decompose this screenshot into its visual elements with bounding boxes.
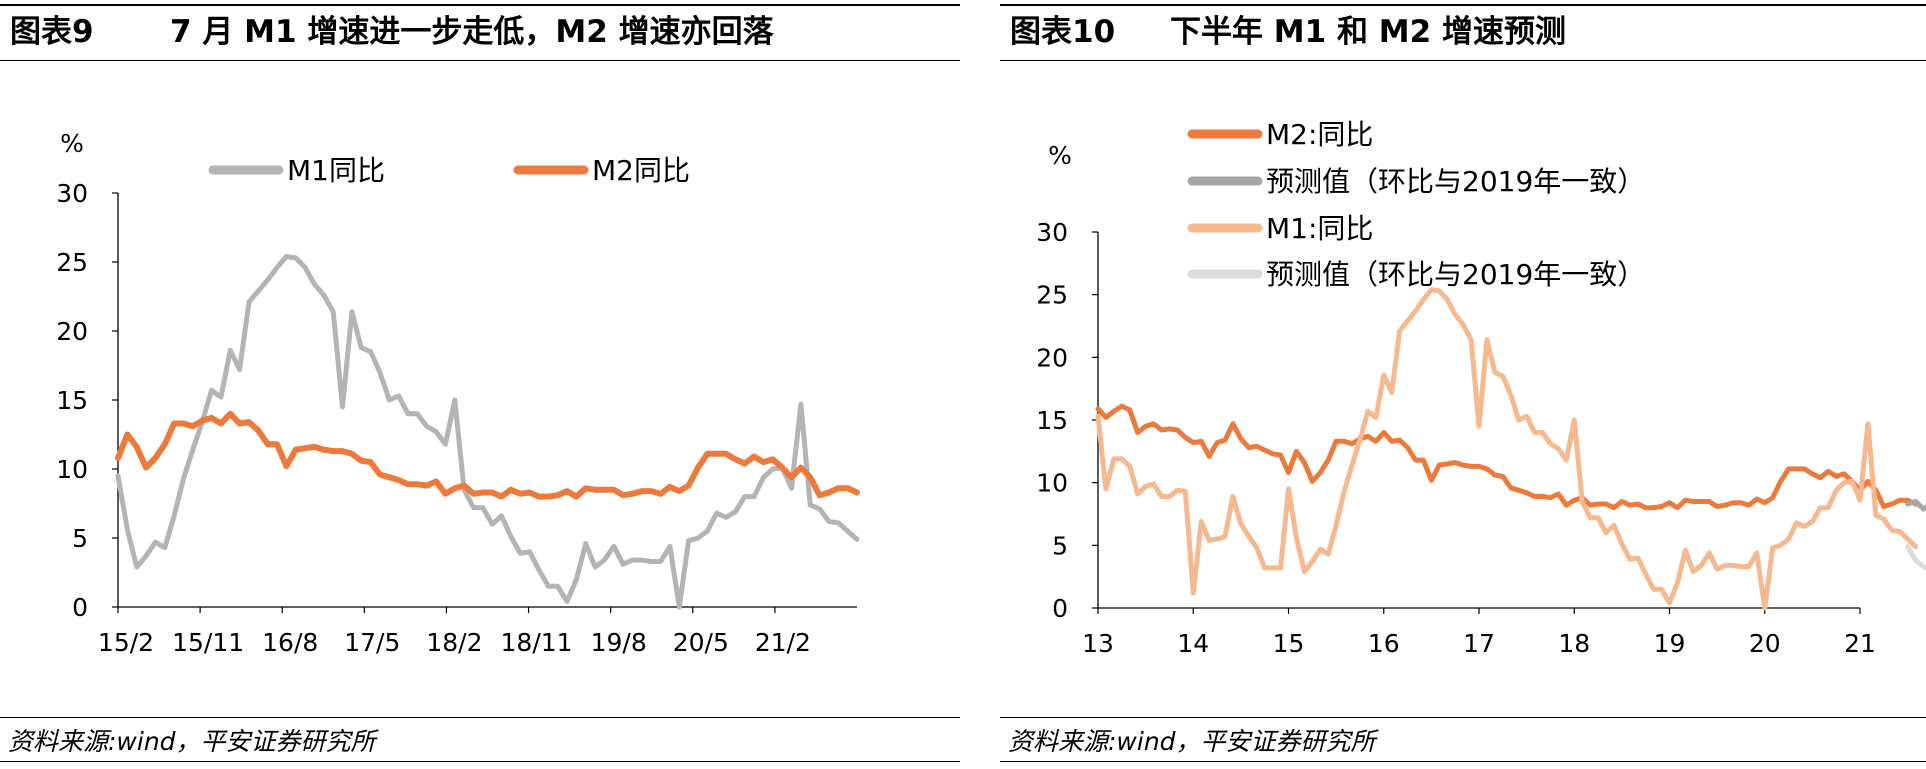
x-tick-label: 19 [1654,629,1686,658]
y-tick-label: 15 [1036,406,1068,435]
bottom-rule [0,761,960,762]
m2-series-line [115,410,860,500]
y-tick-label: 5 [1052,531,1068,560]
figure-title-text: 下半年 M1 和 M2 增速预测 [1170,14,1567,50]
legend-label: M2同比 [592,154,690,187]
legend-label: M1同比 [287,154,385,187]
figure-title-text: 7 月 M1 增速进一步走低，M2 增速亦回落 [170,14,774,50]
x-tick-label: 13 [1082,629,1114,658]
source-note: 资料来源:wind，平安证券研究所 [1008,727,1376,756]
top-rule [1000,4,1926,6]
y-tick-label: 20 [1036,343,1068,372]
source-rule [1000,717,1926,718]
y-tick-label: 5 [72,524,88,553]
title-rule [0,60,960,61]
y-axis-unit-label: % [60,129,84,158]
x-tick-label: 16 [1368,629,1400,658]
figure-title: 图表10 下半年 M1 和 M2 增速预测 [1010,8,1566,56]
x-tick-label: 16/8 [262,628,318,657]
bottom-rule [1000,761,1926,762]
m1-series-line [1095,287,1919,611]
legend-label: M2:同比 [1266,118,1373,151]
m1-series-line [115,254,860,610]
title-rule [1000,60,1926,61]
figure-number: 图表9 [10,14,94,50]
y-tick-label: 30 [1036,218,1068,247]
x-tick-label: 15/11 [172,628,244,657]
x-tick-label: 21/2 [755,628,811,657]
y-tick-label: 0 [1052,594,1068,623]
m1-forecast-line [1905,544,1926,571]
x-tick-label: 18 [1558,629,1590,658]
x-tick-label: 21 [1844,629,1876,658]
x-tick-label: 18/11 [501,628,573,657]
y-axis-unit-label: % [1048,141,1072,170]
m1-m2-growth-chart: 30 25 20 15 10 5 0% 15/2 15/11 16/8 17/5 18/2 18/11 1… [56,129,860,657]
y-tick-label: 10 [1036,469,1068,498]
x-tick-label: 15/2 [98,628,154,657]
figure-number: 图表10 [1010,14,1116,50]
legend-label: 预测值（环比与2019年一致） [1266,165,1645,198]
top-rule [0,4,960,6]
x-tick-label: 15 [1273,629,1305,658]
x-tick-label: 14 [1177,629,1209,658]
x-tick-label: 20 [1749,629,1781,658]
x-tick-label: 17/5 [344,628,400,657]
y-tick-label: 25 [1036,281,1068,310]
x-tick-label: 19/8 [591,628,647,657]
y-tick-label: 25 [56,248,88,277]
right-figure-panel: 图表10 下半年 M1 和 M2 增速预测 30 25 20 15 10 5 0% 13 14 15… [1000,0,1926,769]
m2-forecast-line [1905,499,1926,512]
source-note: 资料来源:wind，平安证券研究所 [8,727,376,756]
left-figure-panel: 图表9 7 月 M1 增速进一步走低，M2 增速亦回落 30 25 20 15 10 5 0%… [0,0,960,769]
source-rule [0,717,960,718]
m1-m2-forecast-chart: 30 25 20 15 10 5 0% 13 14 15 16 17 18 19 20 21 M2:同比预测值（… [1036,118,1926,658]
y-tick-label: 20 [56,317,88,346]
x-tick-label: 17 [1463,629,1495,658]
m2-series-line [1095,403,1919,511]
x-tick-label: 18/2 [426,628,482,657]
y-tick-label: 15 [56,386,88,415]
y-tick-label: 30 [56,179,88,208]
figure-title: 图表9 7 月 M1 增速进一步走低，M2 增速亦回落 [10,8,774,56]
legend-label: 预测值（环比与2019年一致） [1266,258,1645,291]
y-tick-label: 10 [56,455,88,484]
y-tick-label: 0 [72,593,88,622]
x-tick-label: 20/5 [673,628,729,657]
legend-label: M1:同比 [1266,212,1373,245]
